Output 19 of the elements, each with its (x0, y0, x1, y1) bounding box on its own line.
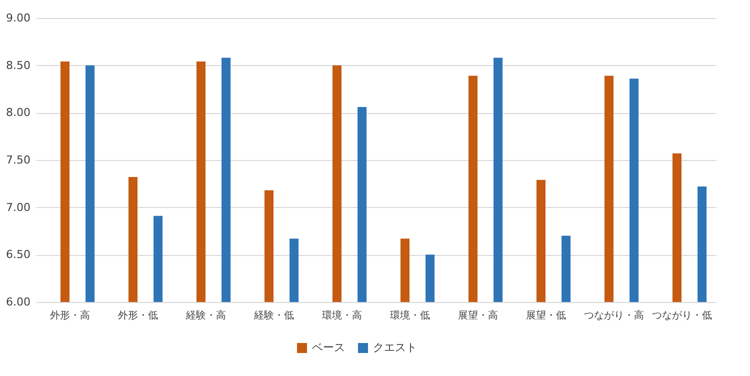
x-tick-label: 外形・低 (118, 310, 158, 322)
y-tick-label: 7.00 (6, 200, 30, 214)
y-tick-label: 8.50 (6, 58, 30, 72)
x-tick-label: 展望・低 (526, 310, 566, 322)
y-tick-label: 6.50 (6, 248, 30, 262)
x-tick-label: 環境・高 (322, 310, 362, 322)
legend-label: クエスト (373, 341, 417, 354)
x-tick-label: つながり・低 (652, 310, 712, 322)
y-tick-label: 9.00 (6, 12, 30, 24)
legend-label: ベース (312, 341, 345, 354)
x-tick-label: つながり・高 (584, 310, 644, 322)
y-tick-label: 6.00 (6, 296, 30, 308)
x-tick-label: 展望・高 (458, 310, 498, 322)
x-tick-label: 環境・低 (390, 310, 430, 322)
x-tick-label: 外形・高 (50, 310, 90, 322)
y-tick-label: 7.50 (6, 154, 30, 166)
x-tick-label: 経験・高 (185, 310, 226, 322)
x-tick-label: 経験・低 (253, 310, 294, 322)
y-tick-label: 8.00 (6, 106, 30, 120)
